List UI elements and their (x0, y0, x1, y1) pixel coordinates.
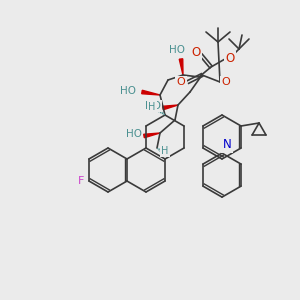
Polygon shape (144, 133, 160, 138)
Text: O: O (222, 77, 230, 87)
Text: HO: HO (126, 129, 142, 139)
Text: O: O (225, 52, 235, 65)
Text: H: H (148, 102, 156, 112)
Polygon shape (179, 59, 183, 75)
Text: O: O (191, 46, 201, 59)
Text: F: F (78, 176, 84, 186)
Text: HO: HO (169, 45, 185, 55)
Text: N: N (223, 139, 231, 152)
Text: HO: HO (145, 101, 161, 111)
Polygon shape (142, 90, 160, 95)
Text: HO: HO (120, 86, 136, 96)
Text: O: O (177, 77, 185, 87)
Text: H: H (161, 146, 169, 156)
Polygon shape (163, 105, 178, 110)
